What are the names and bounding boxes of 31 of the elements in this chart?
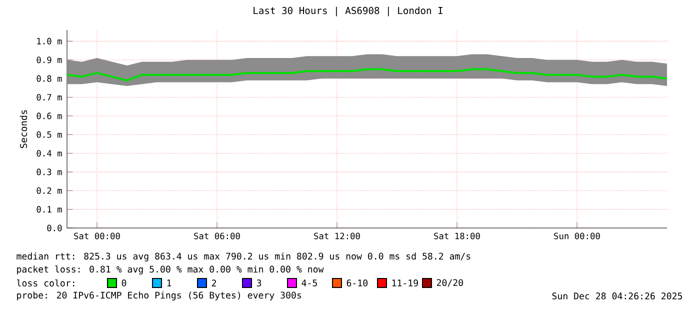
x-tick-label: Sun 00:00 — [554, 232, 600, 240]
x-tick-label: Sat 18:00 — [434, 232, 480, 240]
text: Sun Dec 28 04:26:26 2025 — [552, 292, 682, 300]
legend-label: 4-5 — [302, 280, 317, 286]
y-tick-label: 1.0 m — [37, 38, 62, 44]
y-tick-label: 0.1 m — [36, 206, 62, 213]
legend-label: 3 — [256, 280, 262, 286]
y-tick-label: 0.6 m — [36, 112, 62, 120]
y-tick-label: 0.0 — [47, 224, 62, 232]
y-tick-label: 0.2 m — [36, 187, 62, 194]
y-tick-label: 0.9 m — [36, 56, 62, 64]
y-tick-label: 0.5 m — [36, 131, 62, 138]
legend-label: 1 — [167, 280, 172, 286]
x-tick-label: Sat 00:00 — [74, 232, 120, 240]
legend-label: 2 — [212, 280, 216, 286]
legend-label: 20/20 — [436, 279, 463, 287]
chart-title: Last 30 Hours | AS6908 | London I — [254, 6, 442, 16]
y-axis-title: Seconds — [20, 110, 28, 148]
x-tick-label: Sat 06:00 — [194, 232, 240, 240]
text: loss color: — [16, 279, 74, 287]
legend-label: 6-10 — [346, 280, 368, 286]
y-tick-label: 0.8 m — [36, 75, 62, 82]
text: probe: 20 IPv6-ICMP Echo Pings (56 Bytes) every 300s — [17, 292, 302, 300]
x-tick-label: Sat 12:00 — [314, 232, 360, 240]
legend-label: 11-19 — [392, 280, 418, 286]
y-tick-label: 0.3 m — [36, 168, 62, 176]
text: median rtt: 825.3 us avg 863.4 us max 790.2 us min 802.9 us now 0.0 ms sd 58.2 am/s — [16, 252, 470, 262]
legend-label: 0 — [122, 280, 126, 286]
y-tick-label: 0.7 m — [36, 94, 62, 101]
y-tick-label: 0.4 m — [36, 150, 62, 157]
text: packet loss: 0.81 % avg 5.00 % max 0.00 % min 0.00 % now — [17, 266, 324, 274]
